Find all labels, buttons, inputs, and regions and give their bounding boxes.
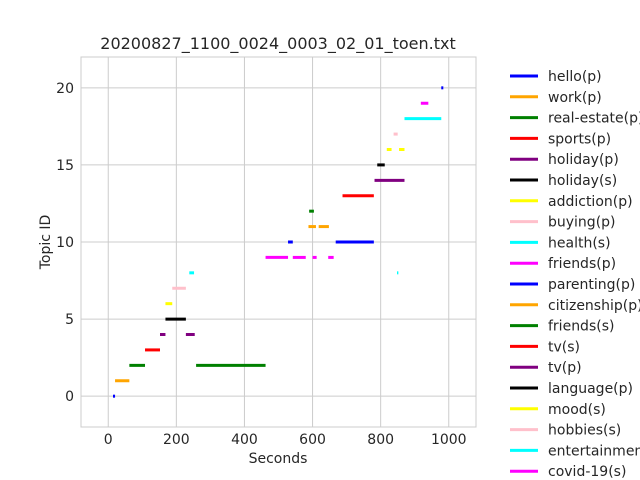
legend-label: real-estate(p): [548, 111, 640, 127]
legend: hello(p) work(p) real-estate(p) sports(p) ho…: [510, 69, 640, 480]
legend-label: addiction(p): [548, 194, 633, 210]
x-axis-ticks: 0 200 400 600 800 1000: [104, 432, 467, 448]
legend-label: covid-19(s): [548, 464, 626, 480]
x-tick-label: 1000: [431, 432, 467, 448]
y-tick-label: 5: [65, 312, 74, 328]
legend-label: health(s): [548, 235, 611, 251]
legend-label: work(p): [548, 90, 602, 106]
legend-label: mood(s): [548, 402, 606, 418]
legend-label: friends(p): [548, 256, 616, 272]
legend-label: language(p): [548, 381, 633, 397]
legend-label: hello(p): [548, 69, 602, 85]
legend-label: citizenship(p): [548, 298, 640, 314]
legend-label: sports(p): [548, 131, 611, 147]
y-tick-label: 0: [65, 389, 74, 405]
legend-label: tv(p): [548, 360, 582, 376]
x-tick-label: 400: [231, 432, 258, 448]
legend-label: buying(p): [548, 215, 616, 231]
y-tick-label: 10: [56, 235, 74, 251]
y-axis-ticks: 0 5 10 15 20: [56, 81, 74, 405]
x-tick-label: 0: [104, 432, 113, 448]
legend-label: holiday(p): [548, 152, 619, 168]
legend-label: tv(s): [548, 339, 580, 355]
legend-label: parenting(p): [548, 277, 635, 293]
y-tick-label: 15: [56, 158, 74, 174]
x-tick-label: 200: [163, 432, 190, 448]
legend-label: entertainment(p: [548, 443, 640, 459]
x-tick-label: 600: [299, 432, 326, 448]
chart-title: 20200827_1100_0024_0003_02_01_toen.txt: [100, 34, 455, 54]
x-tick-label: 800: [367, 432, 394, 448]
y-axis-label: Topic ID: [38, 215, 54, 271]
legend-label: hobbies(s): [548, 423, 621, 439]
x-axis-label: Seconds: [249, 451, 308, 467]
y-tick-label: 20: [56, 81, 74, 97]
topic-segments: [113, 86, 444, 398]
legend-label: friends(s): [548, 319, 614, 335]
legend-label: holiday(s): [548, 173, 617, 189]
